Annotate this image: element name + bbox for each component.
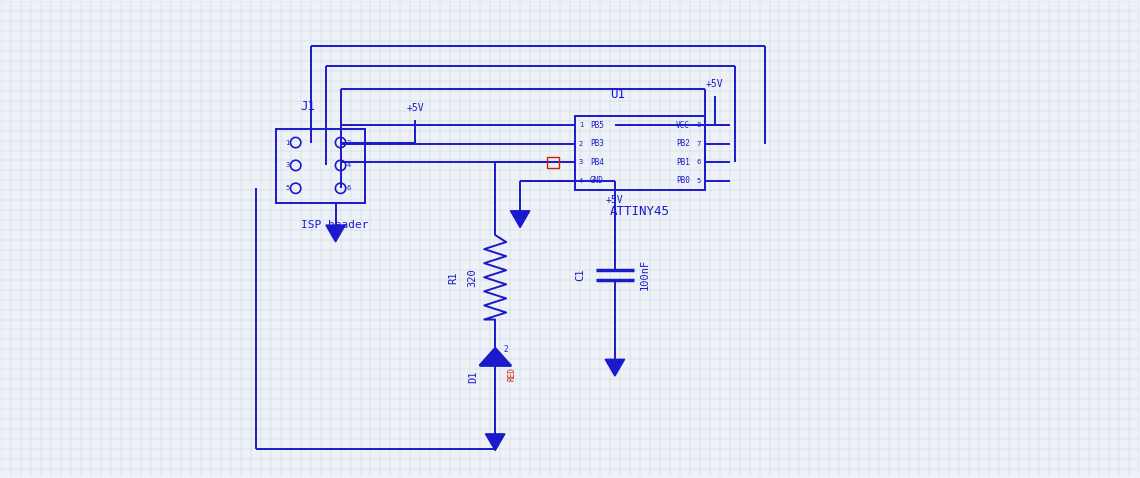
Text: RED: RED <box>507 367 516 380</box>
Text: 3: 3 <box>285 163 290 168</box>
Text: PB1: PB1 <box>676 158 690 167</box>
Text: +5V: +5V <box>407 103 424 113</box>
Text: 7: 7 <box>697 141 701 147</box>
Text: 6: 6 <box>697 159 701 165</box>
Polygon shape <box>326 225 345 242</box>
Text: PB3: PB3 <box>591 139 604 148</box>
Text: D1: D1 <box>469 370 479 383</box>
Text: 5: 5 <box>285 185 290 191</box>
Polygon shape <box>605 359 625 376</box>
Text: 5: 5 <box>697 178 701 184</box>
Bar <box>575 116 705 190</box>
Text: PB5: PB5 <box>591 120 604 130</box>
Text: 6: 6 <box>347 185 351 191</box>
Text: R1: R1 <box>448 271 458 283</box>
Text: PB0: PB0 <box>676 176 690 185</box>
Text: 4: 4 <box>579 178 584 184</box>
Text: ISP header: ISP header <box>301 220 368 230</box>
Text: 1: 1 <box>285 140 290 146</box>
Polygon shape <box>479 348 511 365</box>
Text: 2: 2 <box>579 141 584 147</box>
Polygon shape <box>486 434 505 451</box>
Bar <box>547 157 559 168</box>
Text: 100nF: 100nF <box>640 259 650 291</box>
Text: C1: C1 <box>575 269 585 281</box>
Text: +5V: +5V <box>606 195 624 205</box>
Text: 320: 320 <box>467 268 478 287</box>
Text: ATTINY45: ATTINY45 <box>610 205 670 218</box>
Text: 2: 2 <box>503 346 507 354</box>
Text: 1: 1 <box>579 122 584 128</box>
Text: GND: GND <box>591 176 604 185</box>
Text: 4: 4 <box>347 163 351 168</box>
Text: U1: U1 <box>610 88 625 101</box>
Text: 8: 8 <box>697 122 701 128</box>
Text: +5V: +5V <box>706 79 724 89</box>
Text: 3: 3 <box>579 159 584 165</box>
Polygon shape <box>511 211 530 228</box>
Text: PB4: PB4 <box>591 158 604 167</box>
Text: PB2: PB2 <box>676 139 690 148</box>
Text: VCC: VCC <box>676 120 690 130</box>
Bar <box>276 129 366 203</box>
Text: J1: J1 <box>301 100 316 113</box>
Text: 2: 2 <box>347 140 351 146</box>
